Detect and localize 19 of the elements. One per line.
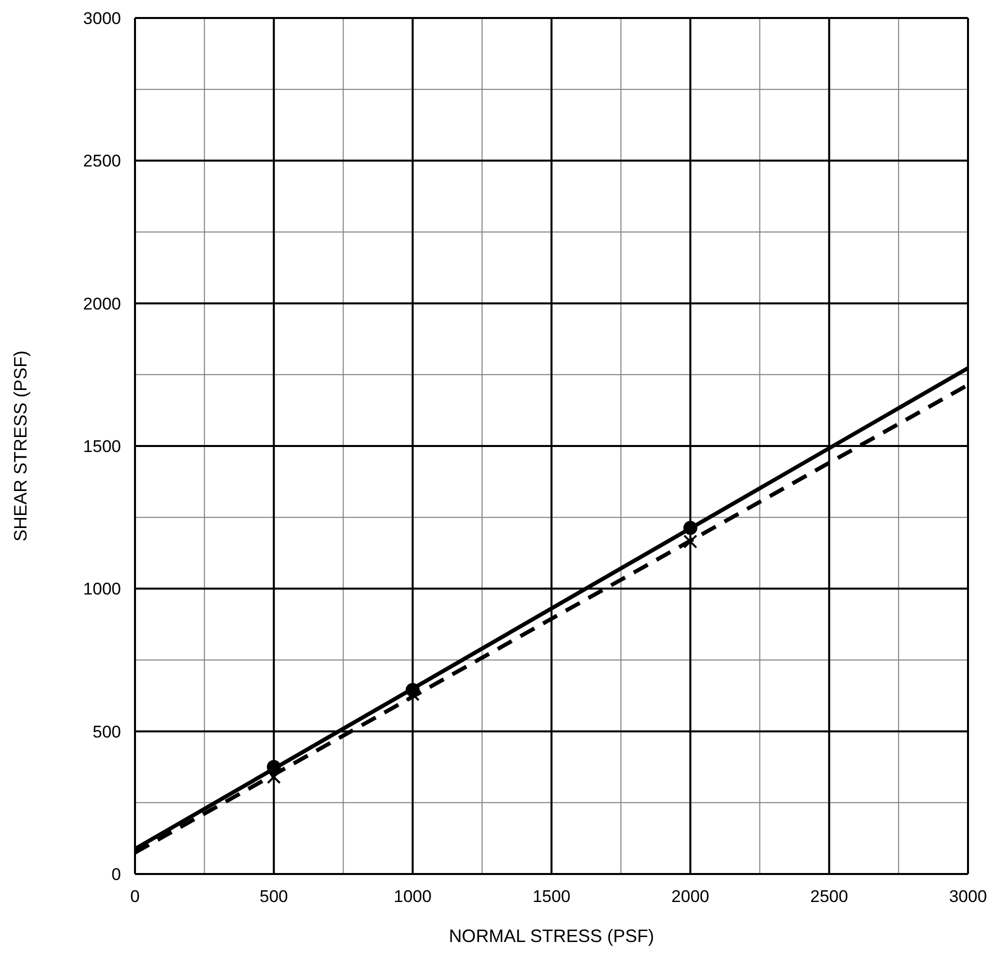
y-tick-label: 2500 — [83, 152, 121, 171]
x-tick-label: 2000 — [671, 887, 710, 906]
y-tick-label: 1500 — [83, 437, 121, 456]
y-tick-label: 0 — [112, 865, 121, 884]
x-tick-label: 1000 — [394, 887, 432, 906]
y-tick-label: 3000 — [83, 9, 121, 28]
point — [683, 520, 698, 535]
x-tick-label: 500 — [260, 887, 288, 906]
x-tick-label: 3000 — [949, 887, 987, 906]
point — [683, 534, 698, 549]
y-tick-label: 1000 — [83, 580, 121, 599]
x-tick-label: 1500 — [532, 887, 570, 906]
x-tick-label: 2500 — [810, 887, 848, 906]
x-axis-title: NORMAL STRESS (PSF) — [448, 926, 654, 946]
y-tick-label: 2000 — [83, 294, 121, 314]
point — [266, 760, 281, 774]
y-tick-label: 500 — [92, 722, 121, 742]
x-tick-label: 0 — [130, 887, 140, 906]
y-axis-title: SHEAR STRESS (PSF) — [10, 350, 30, 542]
